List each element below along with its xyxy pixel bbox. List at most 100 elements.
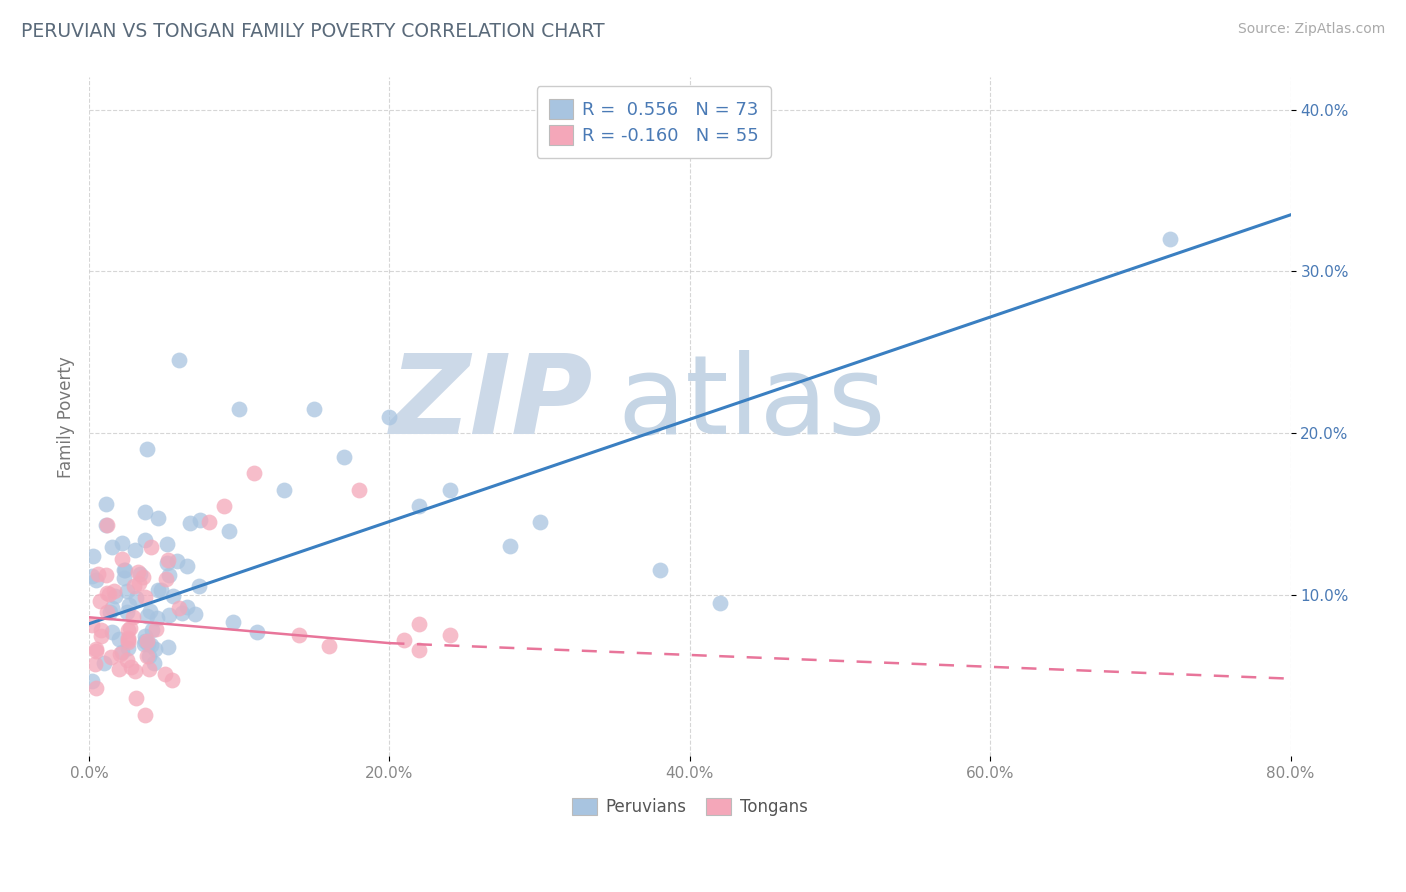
Point — [136, 442, 159, 456]
Point — [100, 540, 122, 554]
Point — [134, 630, 156, 644]
Point — [156, 537, 179, 551]
Point — [170, 606, 193, 620]
Point — [115, 605, 138, 619]
Point — [304, 401, 326, 416]
Point — [212, 499, 235, 513]
Point — [83, 657, 105, 671]
Point — [529, 515, 551, 529]
Point — [114, 564, 136, 578]
Point — [333, 450, 356, 465]
Point — [117, 632, 139, 646]
Point — [188, 579, 211, 593]
Point — [166, 554, 188, 568]
Point — [134, 633, 156, 648]
Point — [108, 632, 131, 647]
Point — [90, 629, 112, 643]
Point — [117, 641, 139, 656]
Point — [408, 642, 430, 657]
Point — [156, 640, 179, 655]
Point — [124, 664, 146, 678]
Text: Source: ZipAtlas.com: Source: ZipAtlas.com — [1237, 22, 1385, 37]
Point — [134, 533, 156, 547]
Point — [167, 353, 190, 368]
Point — [188, 513, 211, 527]
Point — [439, 628, 461, 642]
Point — [183, 607, 205, 621]
Point — [243, 467, 266, 481]
Point — [139, 541, 162, 555]
Point — [94, 568, 117, 582]
Point — [87, 566, 110, 581]
Point — [84, 573, 107, 587]
Point — [94, 497, 117, 511]
Point — [228, 401, 250, 416]
Point — [136, 608, 159, 623]
Point — [117, 652, 139, 666]
Point — [84, 642, 107, 657]
Point — [176, 600, 198, 615]
Point — [107, 662, 129, 676]
Point — [648, 563, 671, 577]
Point — [162, 673, 184, 687]
Point — [318, 640, 340, 654]
Point — [132, 570, 155, 584]
Point — [179, 516, 201, 530]
Point — [94, 517, 117, 532]
Point — [134, 708, 156, 723]
Point — [439, 483, 461, 497]
Point — [117, 635, 139, 649]
Point — [89, 594, 111, 608]
Point — [134, 590, 156, 604]
Point — [97, 587, 120, 601]
Point — [127, 566, 149, 580]
Point — [349, 483, 371, 497]
Point — [408, 499, 430, 513]
Point — [96, 586, 118, 600]
Point — [86, 644, 108, 658]
Point — [108, 647, 131, 661]
Point — [145, 622, 167, 636]
Point — [135, 633, 157, 648]
Point — [222, 615, 245, 629]
Point — [128, 567, 150, 582]
Point — [93, 656, 115, 670]
Point — [82, 618, 104, 632]
Text: PERUVIAN VS TONGAN FAMILY POVERTY CORRELATION CHART: PERUVIAN VS TONGAN FAMILY POVERTY CORREL… — [21, 22, 605, 41]
Point — [84, 681, 107, 695]
Point — [125, 690, 148, 705]
Point — [288, 628, 311, 642]
Point — [167, 601, 190, 615]
Point — [120, 660, 142, 674]
Point — [176, 559, 198, 574]
Point — [125, 591, 148, 605]
Point — [138, 648, 160, 663]
Point — [122, 579, 145, 593]
Point — [150, 583, 173, 598]
Point — [90, 623, 112, 637]
Point — [100, 650, 122, 665]
Point — [146, 511, 169, 525]
Point — [157, 607, 180, 622]
Point — [111, 645, 134, 659]
Point — [103, 583, 125, 598]
Point — [1159, 232, 1181, 246]
Point — [135, 649, 157, 664]
Point — [124, 543, 146, 558]
Point — [138, 662, 160, 676]
Point — [155, 572, 177, 586]
Point — [117, 623, 139, 637]
Point — [132, 637, 155, 651]
Point — [136, 636, 159, 650]
Point — [118, 621, 141, 635]
Point — [96, 605, 118, 619]
Point — [146, 611, 169, 625]
Point — [408, 616, 430, 631]
Point — [378, 409, 401, 424]
Point — [139, 638, 162, 652]
Point — [273, 483, 295, 497]
Point — [246, 625, 269, 640]
Point — [101, 624, 124, 639]
Point — [111, 536, 134, 550]
Point — [156, 552, 179, 566]
